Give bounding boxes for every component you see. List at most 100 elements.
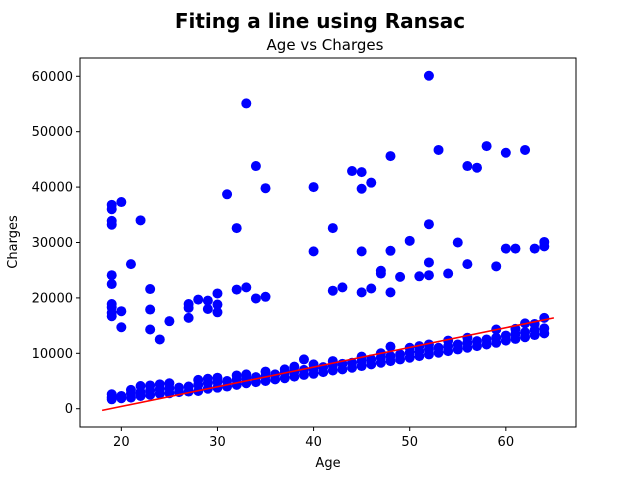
x-tick-label: 20	[113, 435, 130, 450]
y-tick-label: 50000	[32, 125, 73, 140]
data-point	[308, 182, 319, 193]
data-point	[106, 204, 117, 215]
data-point	[174, 382, 185, 393]
data-point	[298, 354, 309, 365]
data-point	[491, 261, 502, 272]
data-point	[529, 243, 540, 254]
data-point	[260, 183, 271, 194]
data-point	[443, 268, 454, 279]
data-point	[423, 339, 434, 350]
y-tick-label: 60000	[32, 70, 73, 85]
data-point	[327, 285, 338, 296]
data-point	[202, 303, 213, 314]
data-point	[385, 245, 396, 256]
data-point	[125, 384, 136, 395]
data-point	[414, 271, 425, 282]
x-tick-label: 30	[209, 435, 226, 450]
data-point	[423, 257, 434, 268]
data-point	[520, 327, 531, 338]
data-point	[222, 189, 233, 200]
data-point	[385, 151, 396, 162]
data-point	[385, 341, 396, 352]
data-point	[375, 268, 386, 279]
data-point	[106, 311, 117, 322]
data-point	[366, 283, 377, 294]
data-point	[423, 219, 434, 230]
data-point	[183, 312, 194, 323]
data-point	[241, 369, 252, 380]
data-point	[231, 223, 242, 234]
data-point	[366, 177, 377, 188]
plot-area	[101, 70, 555, 412]
data-point	[443, 335, 454, 346]
y-tick-label: 30000	[32, 236, 73, 251]
data-point	[289, 361, 300, 372]
data-point	[260, 291, 271, 302]
data-point	[145, 284, 156, 295]
data-point	[193, 294, 204, 305]
data-point	[356, 167, 367, 178]
ransac-fit-line	[101, 317, 555, 412]
y-tick-label: 10000	[32, 347, 73, 362]
data-point	[212, 299, 223, 310]
data-point	[125, 259, 136, 270]
data-point	[231, 370, 242, 381]
data-point	[347, 166, 358, 177]
data-point	[539, 241, 550, 252]
data-point	[164, 316, 175, 327]
data-point	[491, 332, 502, 343]
data-point	[337, 282, 348, 293]
data-point	[106, 389, 117, 400]
data-point	[116, 197, 127, 208]
data-point	[462, 259, 473, 270]
data-point	[212, 288, 223, 299]
data-point	[154, 379, 165, 390]
data-point	[539, 323, 550, 334]
x-tick-label: 40	[305, 435, 322, 450]
data-point	[145, 380, 156, 391]
data-point	[202, 373, 213, 384]
data-point	[154, 334, 165, 345]
data-point	[231, 284, 242, 295]
data-point	[212, 307, 223, 318]
data-point	[366, 354, 377, 365]
data-point	[135, 215, 146, 226]
data-point	[164, 378, 175, 389]
data-point	[106, 270, 117, 281]
data-point	[481, 334, 492, 345]
data-point	[395, 349, 406, 360]
x-axis-label: Age	[315, 456, 340, 471]
y-tick-label: 40000	[32, 181, 73, 196]
data-point	[135, 381, 146, 391]
data-point	[500, 330, 511, 341]
data-point	[145, 324, 156, 335]
data-point	[260, 366, 271, 377]
data-point	[404, 235, 415, 246]
data-point	[250, 293, 261, 304]
y-axis-label: Charges	[6, 215, 21, 269]
data-point	[212, 372, 223, 383]
data-point	[423, 270, 434, 281]
data-point	[471, 336, 482, 347]
data-point	[356, 246, 367, 257]
data-point	[462, 161, 473, 172]
data-point	[183, 302, 194, 313]
data-point	[193, 374, 204, 385]
data-point	[433, 342, 444, 353]
data-point	[145, 304, 156, 315]
data-point	[298, 364, 309, 375]
data-point	[106, 219, 117, 230]
data-point	[356, 183, 367, 194]
data-point	[202, 295, 213, 306]
y-tick-label: 20000	[32, 291, 73, 306]
data-point	[385, 287, 396, 298]
data-point	[423, 70, 434, 81]
data-point	[356, 287, 367, 298]
data-point	[452, 237, 463, 248]
data-point	[452, 339, 463, 350]
data-point	[500, 147, 511, 158]
data-point	[481, 141, 492, 152]
y-tick-label: 0	[65, 402, 73, 417]
